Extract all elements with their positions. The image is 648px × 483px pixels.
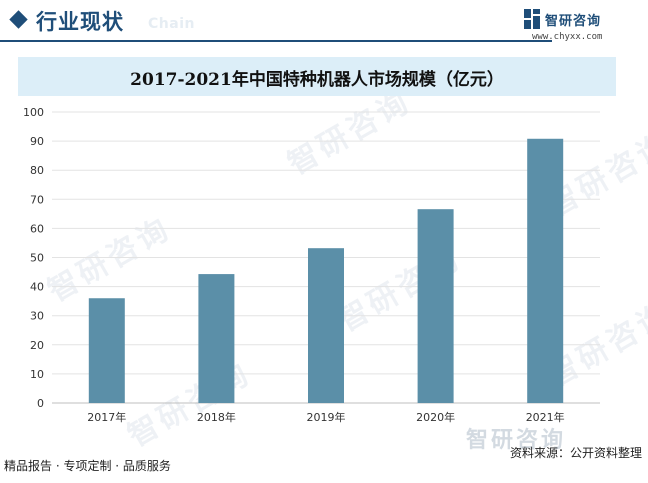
y-tick-label: 60 <box>30 222 44 235</box>
y-tick-label: 10 <box>30 368 44 381</box>
x-tick-label: 2020年 <box>416 410 455 424</box>
diamond-icon <box>9 10 28 29</box>
page-header: 行业现状 Chain 智研咨询 www.chyxx.com <box>0 0 648 46</box>
bar <box>527 138 564 403</box>
y-tick-label: 20 <box>30 339 44 352</box>
y-tick-label: 100 <box>23 106 44 119</box>
section-title: 行业现状 <box>36 10 124 34</box>
x-tick-label: 2019年 <box>307 410 346 424</box>
chart-title: 2017-2021年中国特种机器人市场规模（亿元） <box>130 70 504 90</box>
footer-tagline: 精品报告 · 专项定制 · 品质服务 <box>4 459 171 473</box>
bar <box>88 298 125 403</box>
y-tick-label: 40 <box>30 281 44 294</box>
brand-name: 智研咨询 <box>545 14 602 29</box>
y-tick-label: 30 <box>30 310 44 323</box>
bar <box>198 274 235 403</box>
y-tick-label: 90 <box>30 135 44 148</box>
y-tick-label: 70 <box>30 193 44 206</box>
header-divider <box>0 40 552 42</box>
bar <box>417 209 454 403</box>
watermark-logo-text: 智研咨询 <box>466 428 567 453</box>
brand-block[interactable]: 智研咨询 www.chyxx.com <box>524 8 636 44</box>
y-tick-label: 50 <box>30 252 44 265</box>
zhiyan-logo-icon <box>524 9 540 29</box>
x-tick-label: 2021年 <box>526 410 565 424</box>
x-tick-label: 2018年 <box>197 410 236 424</box>
y-tick-label: 80 <box>30 164 44 177</box>
y-tick-label: 0 <box>37 397 44 410</box>
header-ghost-text: Chain <box>148 16 195 32</box>
chart-title-band: 2017-2021年中国特种机器人市场规模（亿元） <box>18 57 616 96</box>
bar-chart: 0 10 20 30 40 50 60 70 80 90 100 2017年 2018年 2019年 202… <box>23 106 600 424</box>
x-tick-label: 2017年 <box>87 410 126 424</box>
source-note: 资料来源：公开资料整理 <box>509 446 642 460</box>
brand-url[interactable]: www.chyxx.com <box>532 32 603 42</box>
bar <box>308 248 344 403</box>
